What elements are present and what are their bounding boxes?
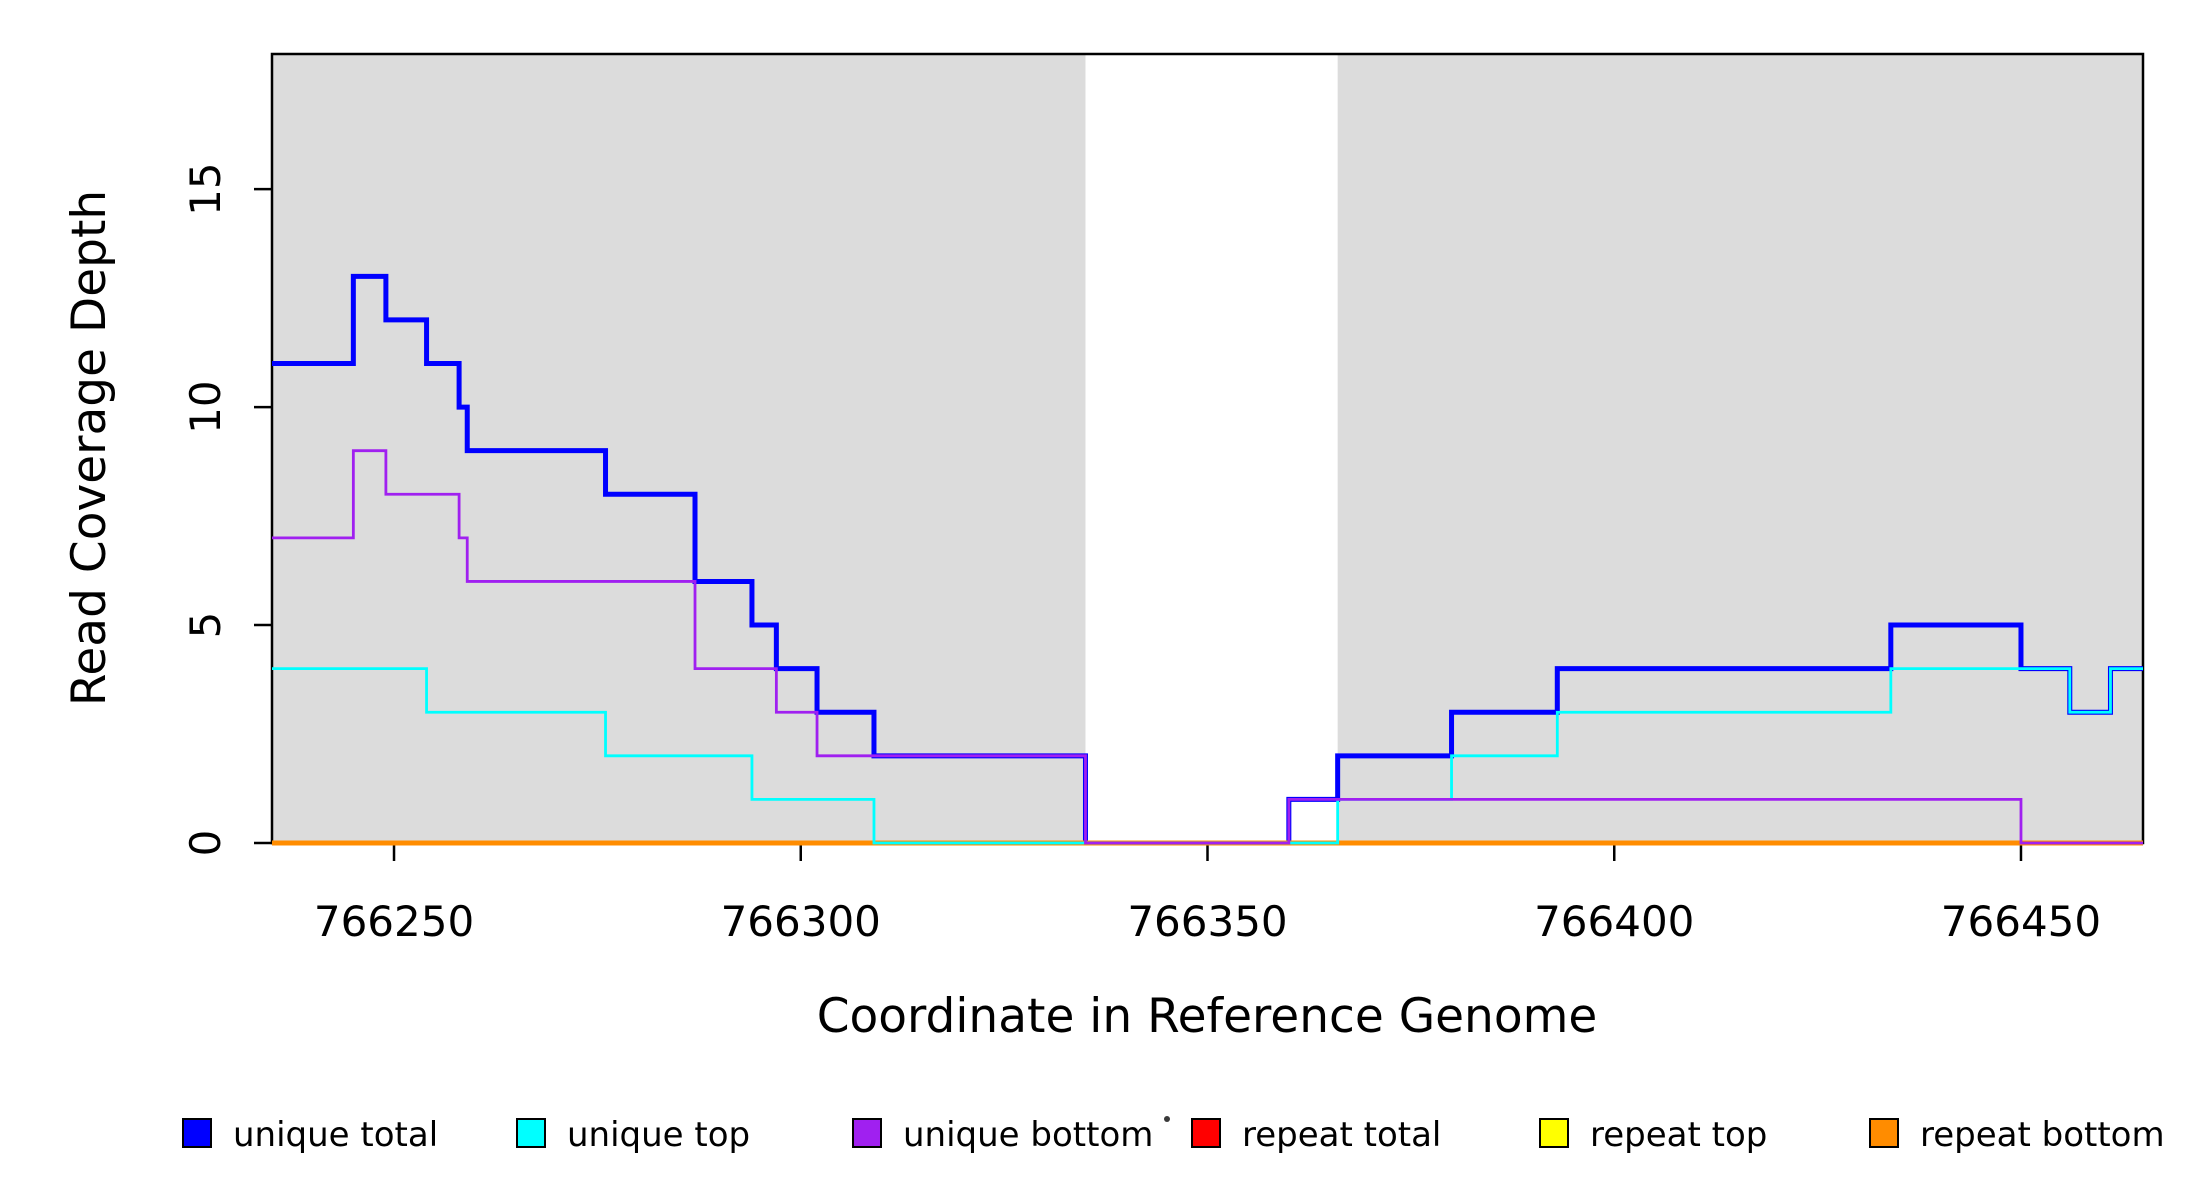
- series-unique-bottom: [272, 449, 2143, 845]
- legend-label-unique-top: unique top: [567, 1115, 750, 1155]
- y-axis-tick-label: 10: [181, 380, 230, 433]
- panel-shading-layer: [272, 54, 2143, 843]
- x-axis-tick-label: 766250: [314, 897, 474, 946]
- series-layer: [272, 273, 2143, 846]
- legend-swatch-repeat-top: [1539, 1118, 1569, 1148]
- legend: unique total unique top unique bottom repea…: [182, 1115, 2165, 1155]
- y-axis-tick-label: 15: [181, 162, 230, 215]
- legend-label-repeat-bottom: repeat bottom: [1920, 1115, 2165, 1155]
- legend-swatch-repeat-total: [1191, 1118, 1221, 1148]
- y-axis-tick-label: 0: [181, 830, 230, 857]
- legend-swatch-unique-bottom: [852, 1118, 882, 1148]
- legend-label-unique-total: unique total: [233, 1115, 438, 1155]
- x-axis-title: Coordinate in Reference Genome: [817, 989, 1598, 1044]
- axes-layer: 766250 766300 766350 766400 766450 0 5 10 15: [181, 162, 2101, 946]
- legend-label-repeat-top: repeat top: [1590, 1115, 1767, 1155]
- y-axis-tick-label: 5: [181, 612, 230, 639]
- y-axis-title: Read Coverage Depth: [62, 190, 117, 706]
- shaded-region: [1337, 54, 2143, 843]
- shaded-region: [272, 54, 1086, 843]
- legend-artifact-dot: [1164, 1116, 1170, 1122]
- x-axis-tick-label: 766450: [1941, 897, 2101, 946]
- x-axis-tick-label: 766350: [1127, 897, 1287, 946]
- legend-swatch-unique-total: [182, 1118, 212, 1148]
- legend-label-unique-bottom: unique bottom: [903, 1115, 1153, 1155]
- legend-swatch-unique-top: [516, 1118, 546, 1148]
- series-unique-total: [272, 273, 2143, 846]
- x-axis-tick-label: 766300: [721, 897, 881, 946]
- legend-swatch-repeat-bottom: [1869, 1118, 1899, 1148]
- legend-label-repeat-total: repeat total: [1242, 1115, 1441, 1155]
- x-axis-tick-label: 766400: [1534, 897, 1694, 946]
